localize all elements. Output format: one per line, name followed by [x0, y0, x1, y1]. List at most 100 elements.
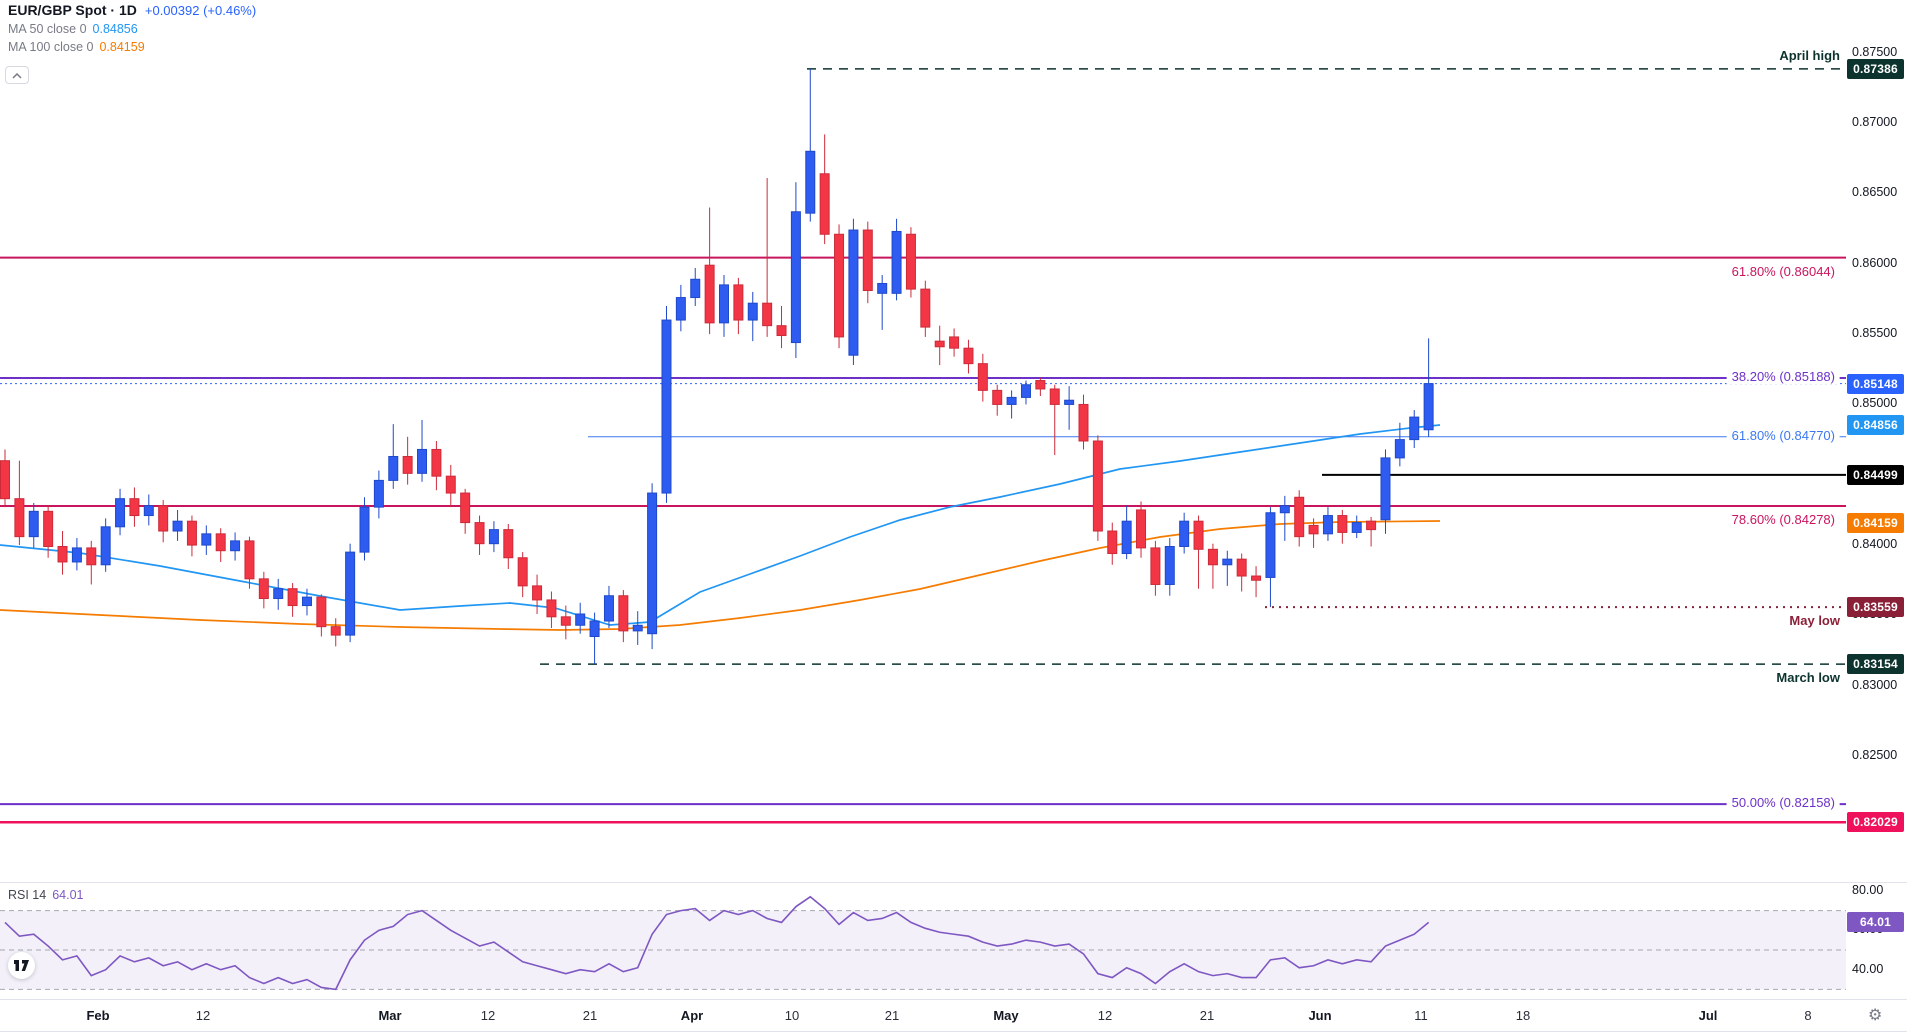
rsi-legend[interactable]: RSI 14 64.01 [8, 888, 84, 902]
candle [287, 583, 298, 617]
price-axis-label: 0.83000 [1852, 677, 1898, 692]
date-axis-label[interactable]: 10 [784, 1008, 800, 1023]
candle [474, 515, 485, 555]
candle [230, 532, 241, 561]
candle [1279, 495, 1290, 541]
candle [805, 68, 816, 222]
candle [215, 528, 226, 562]
candle [1222, 550, 1233, 586]
candle [762, 177, 773, 337]
date-axis-label[interactable]: 21 [884, 1008, 900, 1023]
annotation-label: March low [1776, 670, 1840, 686]
ma100-label[interactable]: MA 100 close 0 [8, 40, 94, 54]
annotation-label: April high [1779, 47, 1840, 63]
candle [575, 602, 586, 634]
candle [186, 515, 197, 557]
candle [0, 449, 10, 508]
chevron-up-icon [12, 66, 22, 84]
date-axis-label[interactable]: Feb [86, 1008, 110, 1023]
date-axis-label[interactable]: 18 [1515, 1008, 1531, 1023]
candle [1121, 505, 1132, 560]
candle [963, 339, 974, 374]
symbol-title[interactable]: EUR/GBP Spot · 1D [8, 2, 137, 18]
candle [862, 221, 873, 304]
candle [359, 497, 370, 561]
ma50-label[interactable]: MA 50 close 0 [8, 22, 87, 36]
candle [460, 488, 471, 534]
candle [115, 488, 126, 536]
candle [158, 500, 169, 543]
candle [733, 277, 744, 335]
candle [848, 218, 859, 366]
price-axis-label: 0.85500 [1852, 326, 1898, 341]
date-axis-label[interactable]: Apr [680, 1008, 704, 1023]
candle [819, 134, 830, 245]
candle [1150, 540, 1161, 596]
date-axis-label[interactable]: Jun [1308, 1008, 1332, 1023]
candle [618, 590, 629, 643]
collapse-legend-button[interactable] [5, 66, 29, 84]
candle [373, 470, 384, 519]
candle [345, 543, 356, 643]
price-axis-label: 0.84000 [1852, 537, 1898, 552]
fib-level-label: 38.20% (0.85188) [1726, 369, 1840, 384]
fib-level-label: 50.00% (0.82158) [1726, 795, 1840, 811]
price-badge: 0.82029 [1847, 812, 1904, 833]
candle [258, 571, 269, 609]
date-axis-label[interactable]: 12 [480, 1008, 496, 1023]
price-badge: 0.83154 [1847, 654, 1904, 675]
price-badge: 0.83559 [1847, 597, 1904, 618]
date-axis-label[interactable]: May [993, 1008, 1019, 1023]
fib-level-label: 61.80% (0.86044) [1726, 263, 1840, 279]
candle [14, 460, 25, 546]
tradingview-logo[interactable] [8, 952, 35, 979]
candle [388, 424, 399, 489]
annotation-label: May low [1789, 613, 1840, 629]
candle [417, 419, 428, 482]
candle [1409, 410, 1420, 449]
candle [1020, 380, 1031, 405]
candle [143, 494, 154, 526]
date-axis-label[interactable]: Jul [1698, 1008, 1718, 1023]
candle [560, 605, 571, 640]
fib-level-label: 78.60% (0.84278) [1726, 511, 1840, 527]
candle [632, 611, 643, 645]
candle [661, 305, 672, 503]
candle [949, 328, 960, 357]
candle [503, 523, 514, 569]
rsi-value: 64.01 [52, 888, 84, 902]
date-axis-label[interactable]: 21 [1199, 1008, 1215, 1023]
candle [891, 218, 902, 301]
date-axis-label[interactable]: 11 [1414, 1008, 1428, 1023]
candle [1251, 566, 1262, 598]
candle [244, 536, 255, 589]
candle [719, 275, 729, 337]
candle [28, 502, 39, 548]
candle [977, 353, 988, 402]
candle [704, 207, 715, 335]
candle [1136, 501, 1147, 558]
candle [1351, 515, 1362, 539]
candle [790, 182, 801, 359]
candle [1078, 394, 1089, 450]
date-axis-label[interactable]: 12 [1097, 1008, 1113, 1023]
candle [934, 325, 945, 366]
candle [1423, 338, 1434, 437]
date-axis-label[interactable]: Mar [378, 1008, 402, 1023]
price-axis-label: 0.87000 [1852, 115, 1898, 130]
price-badge: 0.85148 [1847, 373, 1904, 394]
gear-icon[interactable]: ⚙ [1868, 1007, 1883, 1024]
date-axis-label[interactable]: 12 [195, 1008, 211, 1023]
candle [1236, 553, 1247, 592]
candle [675, 284, 686, 332]
candle [834, 224, 845, 349]
ma50-line [0, 424, 1441, 626]
candle [517, 552, 528, 598]
date-axis-label[interactable]: 8 [1804, 1008, 1812, 1023]
rsi-axis-label: 80.00 [1852, 882, 1884, 897]
candle [129, 487, 140, 527]
price-axis-label: 0.87500 [1852, 44, 1898, 59]
date-axis-label[interactable]: 21 [582, 1008, 598, 1023]
price-change: +0.00392 (+0.46%) [144, 3, 257, 18]
